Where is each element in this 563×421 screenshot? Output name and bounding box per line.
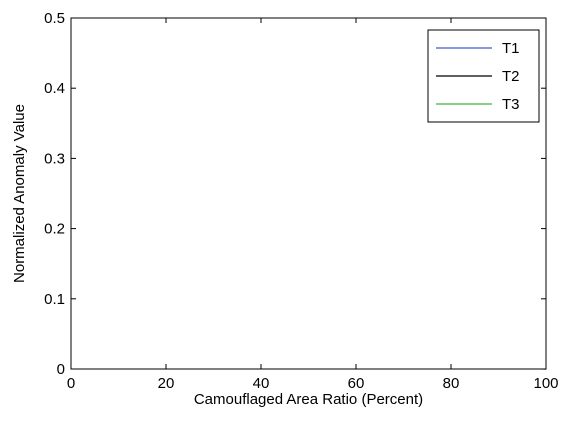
y-tick-label: 0.4 xyxy=(44,80,65,97)
legend-label-t2: T2 xyxy=(502,68,520,85)
x-tick-label: 0 xyxy=(67,375,75,392)
x-tick-label: 60 xyxy=(348,375,365,392)
x-tick-label: 20 xyxy=(158,375,175,392)
y-tick-label: 0.2 xyxy=(44,221,65,238)
y-axis-label: Normalized Anomaly Value xyxy=(11,104,28,283)
x-tick-label: 40 xyxy=(253,375,270,392)
y-tick-label: 0 xyxy=(57,361,65,378)
y-tick-label: 0.3 xyxy=(44,150,65,167)
legend: T1 T2 T3 xyxy=(427,29,540,123)
y-tick-label: 0.1 xyxy=(44,291,65,308)
legend-label-t1: T1 xyxy=(502,40,520,57)
x-axis-label: Camouflaged Area Ratio (Percent) xyxy=(194,391,423,408)
legend-label-t3: T3 xyxy=(502,96,520,113)
x-tick-label: 80 xyxy=(443,375,460,392)
y-tick-label: 0.5 xyxy=(44,10,65,27)
x-tick-label: 100 xyxy=(533,375,558,392)
